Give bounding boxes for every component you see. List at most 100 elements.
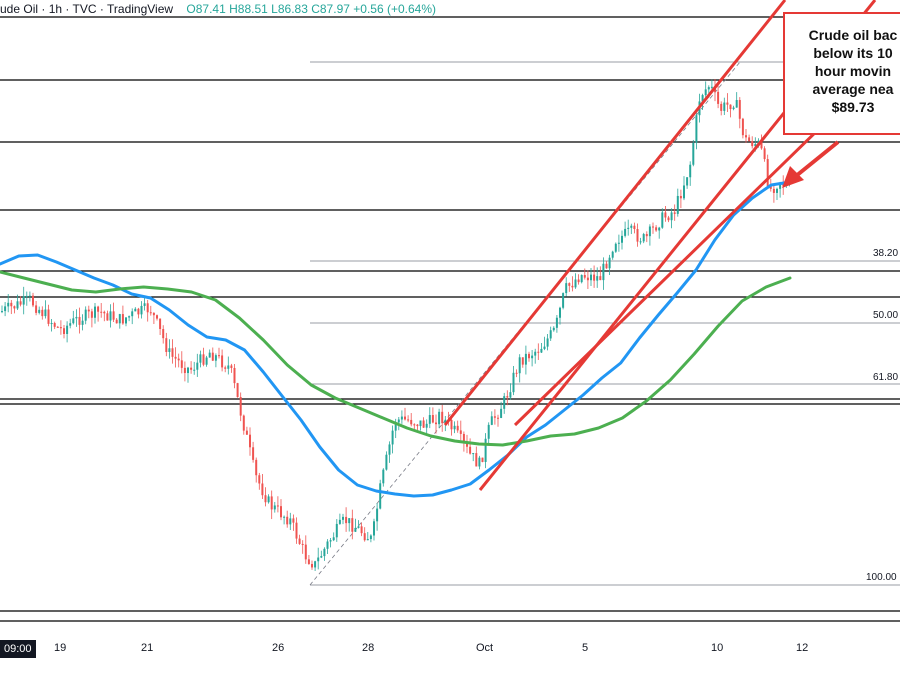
candle-body [772, 188, 775, 193]
candle-body [531, 355, 534, 359]
candle-body [422, 420, 425, 428]
candle-body [658, 227, 661, 231]
platform-name: TradingView [107, 2, 174, 16]
candle-body [683, 185, 685, 199]
candle-body [562, 293, 565, 308]
candle-body [35, 305, 38, 313]
ohlc-close: C87.97 [311, 2, 350, 16]
fib-label: 61.80 [873, 372, 899, 383]
candle-body [425, 423, 428, 428]
candle-body [94, 306, 96, 318]
candle-body [565, 283, 568, 294]
candle-body [233, 367, 236, 384]
candle-body [348, 518, 351, 524]
callout-arrow-head [782, 166, 804, 188]
candle-body [528, 353, 530, 359]
candle-body [710, 86, 713, 88]
channel-upper-line [443, 0, 787, 426]
candle-body [16, 301, 19, 309]
candle-body [165, 338, 168, 352]
candle-body [670, 212, 673, 221]
candle-body [735, 100, 738, 108]
candle-body [22, 296, 25, 305]
candle-body [249, 434, 251, 448]
symbol-name[interactable]: ude Oil [0, 2, 39, 16]
ohlc-change: +0.56 (+0.64%) [353, 2, 436, 16]
candle-body [311, 563, 313, 568]
candle-body [128, 316, 131, 318]
candle-body [577, 279, 580, 283]
candle-body [521, 357, 524, 365]
callout-box: Crude oil bac below its 10 hour movin av… [783, 12, 900, 135]
candle-body [518, 357, 521, 374]
candle-body [270, 496, 273, 510]
candle-body [224, 367, 227, 369]
fibonacci-lines [309, 61, 900, 586]
candle-body [115, 319, 118, 324]
candle-body [338, 519, 341, 524]
candle-body [475, 453, 478, 467]
candle-body [748, 137, 751, 142]
candle-body [38, 309, 41, 313]
candle-body [512, 372, 515, 393]
candle-body [258, 475, 261, 484]
candle-body [673, 212, 676, 214]
candle-body [53, 323, 56, 327]
interval[interactable]: 1h [48, 2, 63, 16]
candle-body [611, 251, 614, 258]
candle-body [534, 351, 537, 356]
candle-body [593, 274, 596, 281]
candle-body [44, 309, 47, 317]
candle-body [382, 469, 385, 484]
annotations [782, 140, 840, 188]
candle-body [627, 227, 630, 229]
candle-body [689, 164, 692, 178]
candle-body [7, 302, 10, 307]
x-tick-label: 21 [141, 642, 154, 654]
candle-body [106, 313, 109, 321]
candle-body [242, 415, 245, 431]
candle-body [63, 328, 65, 334]
candle-body [745, 135, 747, 138]
candle-body [307, 559, 310, 564]
candle-body [230, 365, 233, 368]
candle-body [701, 95, 704, 102]
candle-body [72, 318, 75, 324]
candle-body [87, 309, 90, 312]
candle-body [766, 159, 769, 187]
candle-body [4, 306, 7, 312]
candlesticks [1, 79, 791, 571]
candle-body [373, 521, 375, 536]
candle-body [723, 102, 726, 111]
candle-body [676, 195, 679, 214]
candle-body [456, 425, 459, 431]
candle-body [636, 229, 639, 242]
x-tick-label: 26 [272, 642, 285, 654]
candle-body [193, 369, 196, 371]
moving-average-blue-line [0, 180, 792, 498]
candle-body [450, 419, 453, 430]
candle-body [679, 195, 682, 199]
candle-body [326, 541, 329, 549]
candle-body [754, 144, 757, 147]
candle-body [741, 118, 744, 136]
candle-body [441, 411, 444, 424]
candle-body [187, 367, 189, 374]
candle-body [413, 424, 416, 426]
candle-body [552, 327, 555, 331]
candle-body [28, 295, 31, 297]
candle-body [81, 320, 84, 325]
candle-body [543, 346, 546, 349]
candle-body [549, 330, 552, 339]
candle-body [481, 457, 484, 462]
candle-body [642, 234, 645, 242]
candle-body [729, 104, 732, 110]
candle-body [515, 372, 518, 374]
candle-body [162, 328, 165, 339]
candle-body [540, 348, 543, 353]
candle-body [388, 444, 391, 455]
candle-body [769, 186, 772, 189]
candle-body [596, 276, 599, 281]
candle-body [345, 516, 348, 524]
